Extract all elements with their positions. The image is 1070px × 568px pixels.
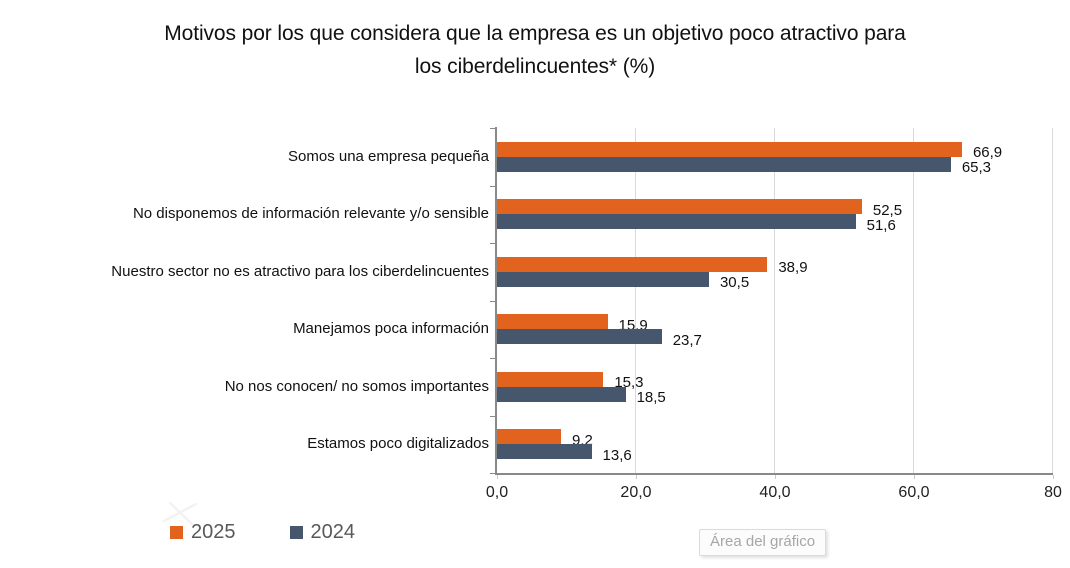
category-axis-tick	[490, 300, 495, 302]
value-axis-tick	[497, 475, 498, 479]
x-tick-label-40: 40,0	[759, 484, 791, 501]
value-label-2024-2: 30,5	[719, 274, 750, 291]
bar-2025-5[interactable]	[497, 429, 561, 444]
value-axis-tick	[775, 475, 776, 479]
value-axis-tick	[914, 475, 915, 479]
legend-label-2025: 2025	[191, 521, 236, 543]
bar-2025-3[interactable]	[497, 314, 608, 329]
bar-2024-0[interactable]	[497, 156, 951, 172]
x-tick-label-20: 20,0	[620, 484, 652, 501]
category-axis-tick	[490, 358, 495, 359]
x-tick-label-80: 80	[1044, 484, 1062, 501]
x-tick-label-0: 0,0	[485, 484, 509, 501]
legend: 2025 2024	[170, 521, 355, 543]
category-label-0: Somos una empresa pequeña	[288, 147, 489, 165]
value-label-2024-0: 65,3	[961, 159, 992, 176]
legend-item-2024[interactable]: 2024	[289, 521, 356, 543]
bar-2024-4[interactable]	[497, 386, 626, 402]
chart-title-line-2: los ciberdelincuentes* (%)	[414, 55, 656, 78]
value-label-2024-1: 51,6	[866, 216, 896, 234]
category-axis-line	[495, 127, 497, 475]
value-axis-line	[495, 473, 1053, 475]
plot-area	[497, 128, 1053, 473]
bar-2025-1[interactable]	[497, 199, 862, 214]
value-label-2024-5: 13,6	[602, 446, 632, 464]
chart-title-line-1: Motivos por los que considera que la emp…	[164, 22, 906, 45]
bar-2024-1[interactable]	[497, 214, 856, 229]
bar-2025-4[interactable]	[497, 371, 604, 387]
legend-item-2025[interactable]: 2025	[170, 521, 236, 543]
bar-2025-2[interactable]	[497, 256, 768, 272]
x-tick-label-60: 60,0	[898, 484, 930, 501]
category-label-3: Manejamos poca información	[293, 320, 489, 338]
bar-2024-2[interactable]	[497, 271, 709, 287]
gridline-20	[635, 128, 636, 473]
category-label-1: No disponemos de información relevante y…	[132, 205, 489, 223]
chart-title: Motivos por los que considera que la emp…	[0, 17, 1070, 83]
bar-2025-0[interactable]	[497, 141, 962, 157]
gridline-80	[1052, 128, 1053, 473]
value-label-2024-4: 18,5	[636, 389, 666, 406]
value-label-2024-3: 23,7	[672, 331, 702, 349]
value-label-2025-0: 66,9	[972, 144, 1003, 161]
gridline-60	[913, 128, 914, 473]
value-axis-tick	[636, 475, 637, 479]
bar-2024-5[interactable]	[497, 444, 592, 459]
category-axis-tick	[490, 415, 495, 417]
category-axis-tick	[490, 185, 495, 187]
value-label-2025-1: 52,5	[872, 201, 903, 219]
bar-2024-3[interactable]	[497, 329, 662, 344]
legend-label-2024: 2024	[310, 521, 356, 543]
category-axis-tick	[490, 473, 495, 474]
category-label-4: No nos conocen/ no somos importantes	[224, 377, 489, 395]
category-label-5: Estamos poco digitalizados	[307, 435, 489, 453]
category-axis-tick	[490, 243, 495, 244]
value-axis-tick	[1053, 475, 1054, 479]
legend-swatch-2025	[170, 525, 183, 539]
legend-swatch-2024	[289, 525, 303, 539]
category-axis-tick	[490, 128, 495, 129]
cursor-artifact	[162, 501, 198, 526]
gridline-40	[774, 128, 775, 473]
category-label-2: Nuestro sector no es atractivo para los …	[111, 262, 489, 280]
value-label-2025-2: 38,9	[778, 259, 808, 276]
chart-area-tooltip: Área del gráfico	[699, 529, 827, 556]
